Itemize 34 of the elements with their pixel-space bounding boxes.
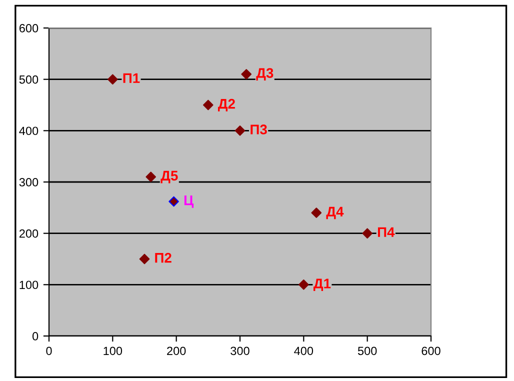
- point: [139, 254, 150, 264]
- y-tick-label: 300: [19, 178, 38, 186]
- x-tick-label: 500: [358, 346, 377, 356]
- x-tick-label: 200: [167, 346, 186, 356]
- y-tick-label: 200: [19, 229, 38, 238]
- point: [108, 74, 118, 84]
- y-tick-label: 500: [19, 75, 38, 84]
- y-tick-label: 100: [20, 280, 38, 290]
- data-label: Ц: [184, 196, 194, 208]
- data-label: П2: [155, 252, 172, 263]
- y-tick-label: 400: [19, 126, 38, 136]
- point: [203, 100, 214, 110]
- data-label: П4: [378, 227, 395, 237]
- x-tick-label: 0: [46, 346, 52, 356]
- y-tick-label: 0: [32, 332, 38, 340]
- data-label: Д3: [256, 68, 274, 81]
- x-tick-label: 100: [104, 346, 122, 356]
- data-label: П3: [250, 124, 267, 134]
- data-label: Д2: [218, 98, 235, 112]
- x-tick-label: 600: [422, 346, 440, 356]
- point: [298, 280, 309, 290]
- point: [241, 69, 252, 80]
- point: [362, 228, 372, 238]
- point: [146, 172, 156, 182]
- point: [168, 196, 179, 207]
- point: [234, 126, 246, 136]
- point: [311, 208, 322, 218]
- x-tick-label: 400: [294, 346, 314, 356]
- x-tick-label: 300: [230, 346, 250, 356]
- data-label: Д1: [314, 278, 331, 292]
- y-tick-label: 600: [19, 24, 38, 32]
- data-label: Д5: [160, 170, 178, 184]
- data-label: П1: [123, 73, 140, 83]
- data-label: Д4: [326, 206, 344, 220]
